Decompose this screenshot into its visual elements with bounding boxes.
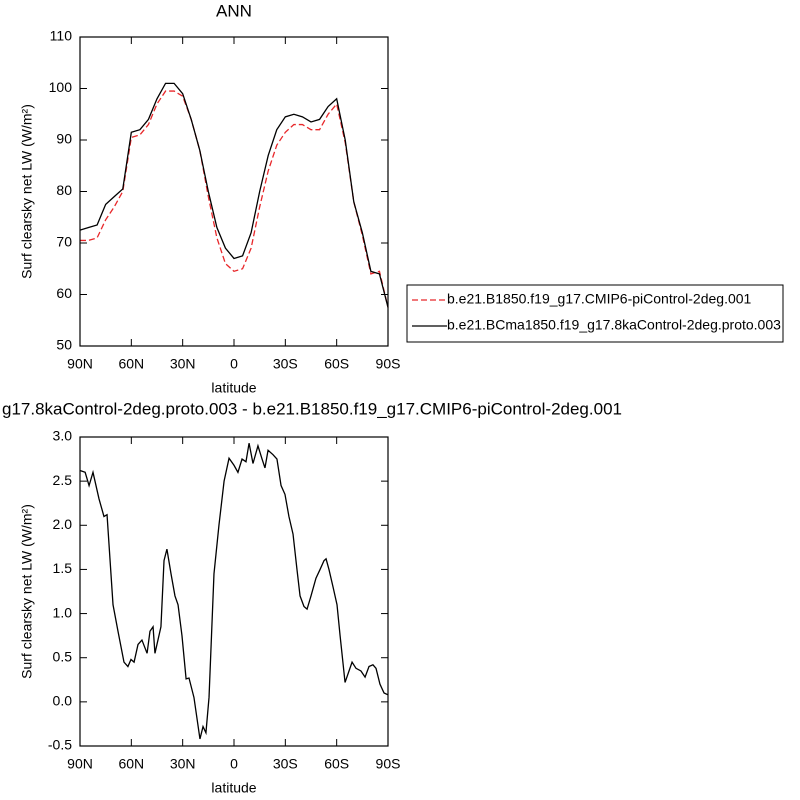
y-tick-label: 80 [56,182,72,198]
x-tick-label: 90S [376,356,401,372]
y-tick-label: 70 [56,234,72,250]
y-tick-label: 1.5 [53,560,73,576]
y-tick-label: 2.5 [53,472,73,488]
y-axis-label: Surf clearsky net LW (W/m²) [19,504,35,679]
y-tick-label: 0.5 [53,648,73,664]
legend-box [406,284,784,343]
data-line [80,90,389,308]
x-tick-label: 60N [118,756,144,772]
x-tick-label: 90N [67,756,93,772]
y-tick-label: -0.5 [48,737,72,753]
y-tick-label: 60 [56,285,72,301]
x-tick-label: 60N [118,356,144,372]
x-tick-label: 30N [170,756,196,772]
x-tick-label: 60S [324,356,349,372]
x-axis-label: latitude [211,780,256,796]
y-tick-label: 90 [56,131,72,147]
y-tick-label: 50 [56,337,72,353]
x-tick-label: 30N [170,356,196,372]
plot-frame [79,36,389,347]
x-tick-label: 90S [376,756,401,772]
y-tick-label: 1.0 [53,604,73,620]
data-line [79,443,389,740]
chart-title: ANN [216,1,252,20]
y-tick-label: 3.0 [53,428,73,444]
y-tick-label: 0.0 [53,693,73,709]
x-tick-label: 30S [273,756,298,772]
legend-label: b.e21.BCma1850.f19_g17.8kaControl-2deg.p… [447,317,781,333]
x-tick-label: 60S [324,756,349,772]
plot-frame [79,436,389,747]
x-tick-label: 0 [230,756,238,772]
x-tick-label: 30S [273,356,298,372]
y-tick-label: 2.0 [53,516,73,532]
x-tick-label: 90N [67,356,93,372]
x-tick-label: 0 [230,356,238,372]
y-tick-label: 100 [49,79,73,95]
y-tick-label: 110 [50,28,73,44]
chart-title: g17.8kaControl-2deg.proto.003 - b.e21.B1… [2,399,622,418]
x-axis-label: latitude [211,380,256,396]
y-axis-label: Surf clearsky net LW (W/m²) [19,104,35,279]
legend-label: b.e21.B1850.f19_g17.CMIP6-piControl-2deg… [447,291,752,307]
data-line [79,82,389,308]
